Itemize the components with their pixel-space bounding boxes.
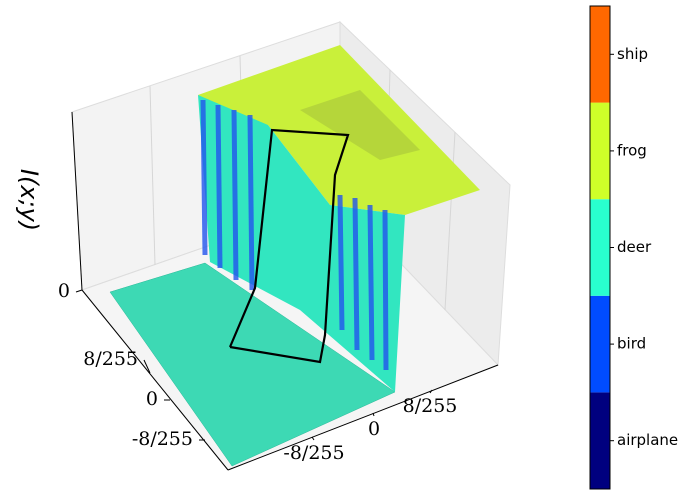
colorbar-segment	[590, 295, 610, 393]
y-tick-label: 8/255	[83, 348, 138, 370]
x-tick-mark	[372, 412, 375, 417]
z-tick-label: 0	[58, 280, 70, 302]
colorbar-label: frog	[617, 141, 647, 159]
colorbar-label: ship	[617, 45, 648, 63]
colorbar-label: deer	[617, 238, 652, 256]
z-axis-label: I(x;y)	[15, 169, 43, 231]
z-tick-mark	[75, 289, 83, 293]
x-tick-label: 8/255	[403, 395, 458, 417]
colorbar-frame	[589, 5, 611, 490]
y-tick-label: 0	[146, 388, 158, 410]
x-tick-mark	[429, 389, 433, 394]
colorbar-segment	[590, 392, 610, 489]
colorbar-segment	[590, 102, 610, 200]
colorbar-label: airplane	[617, 431, 678, 449]
colorbar-label: bird	[617, 335, 646, 353]
colorbar-segment	[590, 6, 610, 103]
surface	[109, 45, 480, 467]
x-tick-label: -8/255	[283, 442, 344, 464]
colorbar-segment	[590, 199, 610, 296]
y-tick-mark	[143, 359, 151, 374]
y-tick-label: -8/255	[132, 428, 193, 450]
x-tick-label: 0	[368, 418, 380, 440]
x-tick-mark	[311, 436, 315, 441]
